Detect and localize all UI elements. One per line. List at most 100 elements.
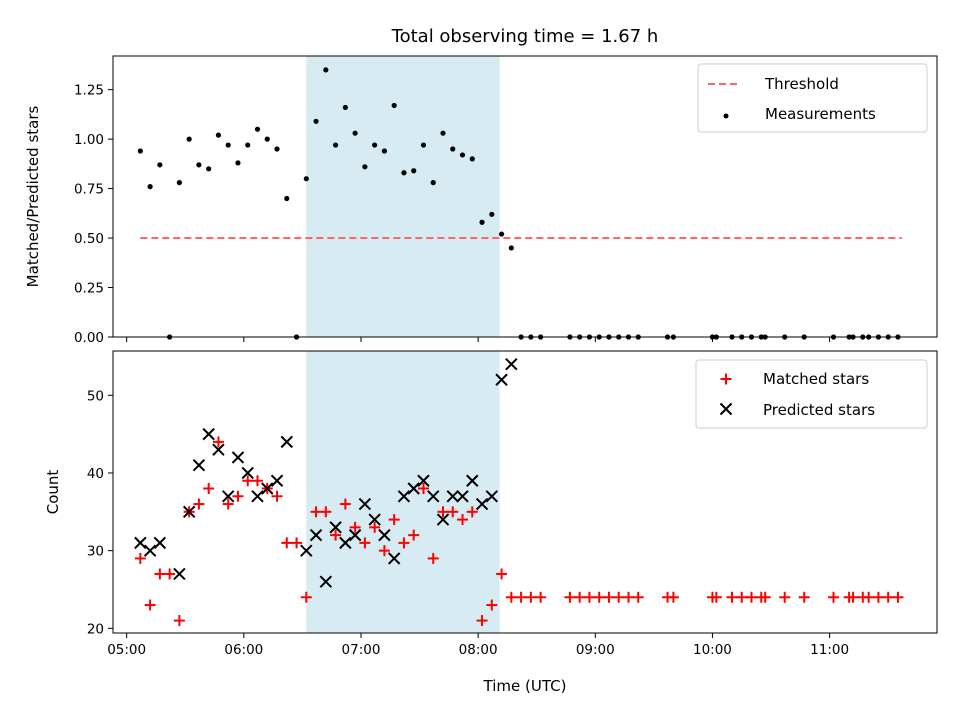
top-legend: Threshold Measurements (697, 63, 928, 133)
measurement-point (254, 126, 261, 132)
matched-star-point (193, 498, 205, 510)
bottom-legend: Matched stars Predicted stars (695, 359, 928, 429)
measurement-point (313, 118, 319, 124)
matched-star-point (574, 591, 586, 603)
predicted-star-point (319, 575, 333, 588)
predicted-star-point (417, 474, 430, 487)
matched-star-point (164, 568, 176, 580)
legend-matched-swatch (720, 373, 732, 385)
measurement-point (508, 245, 514, 251)
matched-star-points (134, 436, 904, 627)
measurement-point (303, 176, 309, 182)
matched-star-point (726, 591, 738, 603)
measurement-point (323, 67, 329, 73)
measurement-point (440, 130, 446, 136)
y-tick-label: 0.50 (74, 231, 104, 247)
bottom-axes-frame (112, 350, 938, 634)
matched-star-point (251, 475, 263, 487)
matched-star-point (300, 591, 312, 603)
measurement-point (459, 152, 466, 158)
measurement-point (381, 148, 388, 154)
predicted-star-point (143, 544, 157, 557)
predicted-star-point (397, 490, 411, 503)
legend-threshold-label: Threshold (764, 75, 839, 93)
matched-star-point (863, 591, 875, 603)
matched-star-point (564, 591, 576, 603)
matched-star-point (242, 475, 254, 487)
predicted-star-point (221, 490, 235, 503)
matched-star-point (613, 591, 625, 603)
matched-star-point (496, 568, 508, 580)
measurement-point (186, 136, 192, 142)
matched-star-point (486, 599, 498, 611)
predicted-star-point (153, 536, 167, 550)
x-tick-label: 06:00 (224, 642, 263, 658)
predicted-star-point (446, 490, 459, 503)
matched-star-point (134, 552, 146, 564)
matched-star-point (525, 591, 537, 603)
matched-star-point (603, 591, 615, 603)
observing-window-shade-bottom (306, 351, 500, 633)
matched-star-point (746, 591, 758, 603)
chart-title: Total observing time = 1.67 h (391, 26, 659, 47)
x-tick-label: 07:00 (342, 642, 381, 658)
predicted-star-point (202, 427, 215, 441)
matched-star-point (593, 591, 605, 603)
predicted-star-point (407, 482, 420, 495)
top-x-ticks (126, 337, 831, 342)
measurement-point (235, 160, 241, 166)
matched-star-point (583, 591, 595, 603)
x-tick-label: 05:00 (107, 642, 146, 658)
predicted-star-point (368, 513, 381, 526)
measurement-point (479, 219, 485, 225)
matched-star-point (828, 591, 840, 603)
predicted-star-point (456, 490, 469, 503)
matched-star-point (798, 591, 810, 603)
matched-star-point (872, 591, 884, 603)
measurement-point (430, 180, 436, 186)
x-tick-label: 08:00 (459, 642, 498, 658)
observing-window-span (306, 56, 500, 337)
predicted-star-point (280, 435, 293, 449)
matched-star-point (281, 537, 293, 549)
matched-star-point (349, 521, 361, 533)
measurement-point (215, 132, 222, 138)
predicted-star-point (378, 528, 391, 542)
matched-star-point (339, 498, 351, 510)
y-tick-label: 50 (87, 388, 104, 404)
top-y-ticks: 0.00 0.25 0.50 0.75 1.00 1.25 (74, 83, 113, 346)
predicted-star-point (261, 482, 274, 495)
x-tick-label: 11:00 (810, 642, 849, 658)
y-tick-label: 30 (87, 544, 104, 560)
matched-star-point (144, 599, 156, 611)
matched-star-point (736, 591, 748, 603)
matched-star-point (466, 506, 478, 518)
matched-star-point (847, 591, 859, 603)
top-y-axis-label: Matched/Predicted stars (24, 106, 42, 288)
matched-star-point (359, 537, 371, 549)
top-panel: 0.00 0.25 0.50 0.75 1.00 1.25 Total observing… (24, 26, 938, 346)
bottom-panel: 05:00 06:00 07:00 08:00 09:00 10:00 11:00 20 30… (44, 350, 938, 695)
matched-star-point (369, 521, 381, 533)
matched-star-point (622, 591, 634, 603)
matched-star-point (710, 591, 722, 603)
predicted-star-point (475, 497, 489, 511)
measurement-point (489, 211, 495, 217)
predicted-star-point (485, 490, 499, 503)
matched-star-point (447, 506, 459, 518)
measurement-point (274, 146, 280, 152)
measurement-point (372, 142, 378, 148)
matched-star-point (427, 552, 439, 564)
legend-x-marker (719, 402, 733, 416)
matched-star-point (398, 537, 410, 549)
matched-star-point (212, 436, 224, 448)
predicted-star-point (300, 544, 313, 557)
predicted-star-point (348, 528, 362, 542)
bottom-legend-box (695, 359, 928, 429)
predicted-star-point (173, 567, 186, 581)
measurement-point (157, 162, 163, 168)
measurement-point (411, 168, 417, 174)
predicted-star-point (212, 443, 225, 456)
legend-matched-label: Matched stars (763, 370, 869, 388)
predicted-star-point (241, 466, 254, 480)
